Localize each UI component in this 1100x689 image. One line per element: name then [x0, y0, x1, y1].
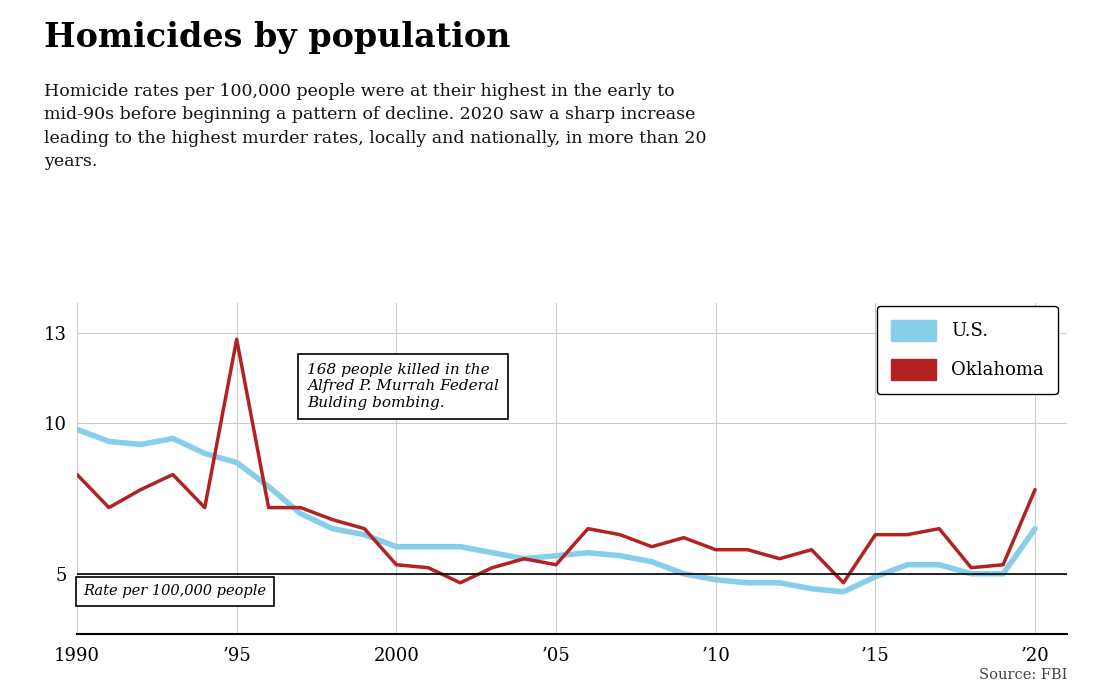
Text: Homicide rates per 100,000 people were at their highest in the early to
mid-90s : Homicide rates per 100,000 people were a…: [44, 83, 706, 170]
Text: Homicides by population: Homicides by population: [44, 21, 510, 54]
Text: Rate per 100,000 people: Rate per 100,000 people: [84, 584, 266, 598]
Legend: U.S., Oklahoma: U.S., Oklahoma: [877, 306, 1058, 394]
Text: 168 people killed in the
Alfred P. Murrah Federal
Bulding bombing.: 168 people killed in the Alfred P. Murra…: [307, 363, 498, 410]
Text: Source: FBI: Source: FBI: [979, 668, 1067, 682]
